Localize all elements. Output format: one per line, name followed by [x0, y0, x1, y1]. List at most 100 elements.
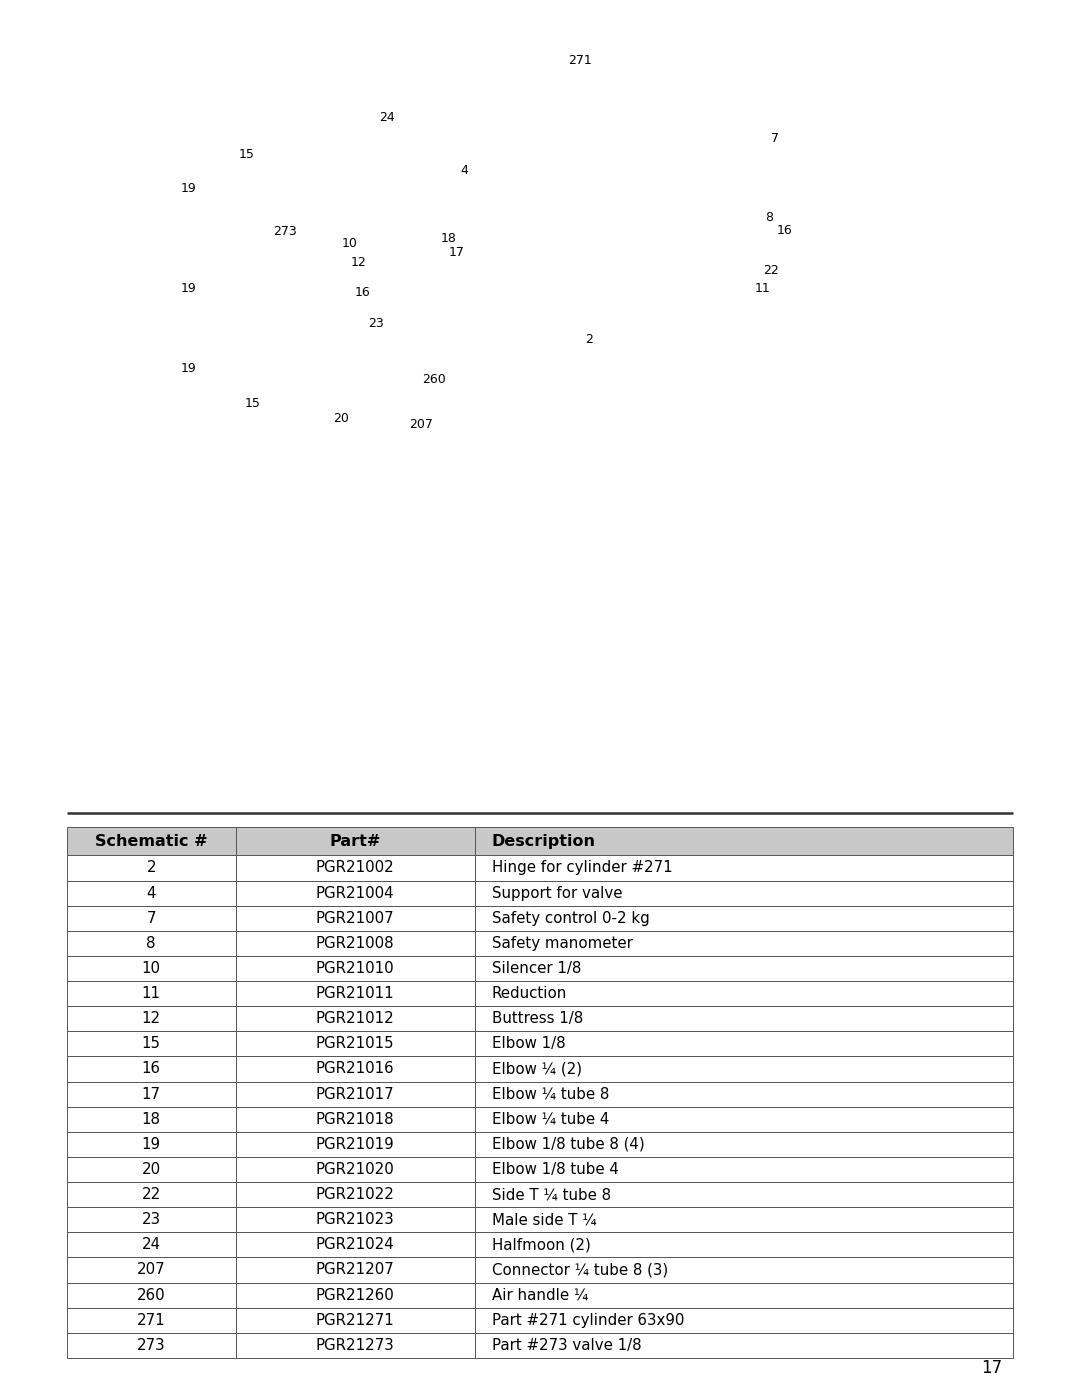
Text: 271: 271 [137, 1313, 165, 1327]
Text: 19: 19 [181, 362, 197, 374]
Text: 207: 207 [409, 418, 433, 432]
Text: 8: 8 [765, 211, 773, 224]
Bar [235, 956, 475, 981]
Bar [67, 1006, 235, 1031]
Text: Buttress 1/8: Buttress 1/8 [491, 1011, 583, 1027]
Bar [67, 981, 235, 1006]
Bar [67, 1207, 235, 1232]
Text: PGR21023: PGR21023 [315, 1213, 394, 1227]
Text: Halfmoon (2): Halfmoon (2) [491, 1238, 591, 1252]
Bar [67, 1056, 235, 1081]
Text: Side T ¼ tube 8: Side T ¼ tube 8 [491, 1187, 611, 1201]
Text: 273: 273 [137, 1338, 165, 1352]
Text: 15: 15 [239, 148, 254, 161]
Text: 10: 10 [342, 236, 357, 250]
Bar [475, 880, 1013, 905]
Text: 16: 16 [777, 224, 792, 237]
Bar [235, 1031, 475, 1056]
Bar [475, 1308, 1013, 1333]
Bar [235, 1132, 475, 1157]
Bar [67, 1308, 235, 1333]
Bar [475, 1282, 1013, 1308]
Bar [475, 1333, 1013, 1358]
Text: PGR21004: PGR21004 [315, 886, 394, 901]
Text: PGR21007: PGR21007 [315, 911, 394, 926]
Text: Elbow ¼ tube 4: Elbow ¼ tube 4 [491, 1112, 609, 1127]
Bar [67, 1182, 235, 1207]
Bar [475, 1056, 1013, 1081]
Bar [475, 1257, 1013, 1282]
Text: 22: 22 [764, 264, 779, 277]
Text: Support for valve: Support for valve [491, 886, 622, 901]
Text: Silencer 1/8: Silencer 1/8 [491, 961, 581, 977]
Text: Male side T ¼: Male side T ¼ [491, 1213, 596, 1227]
Text: 15: 15 [245, 397, 260, 411]
Bar [67, 1132, 235, 1157]
Bar [235, 930, 475, 956]
Bar [475, 930, 1013, 956]
Bar [235, 1232, 475, 1257]
Text: 12: 12 [351, 256, 366, 270]
Bar [475, 981, 1013, 1006]
Text: Connector ¼ tube 8 (3): Connector ¼ tube 8 (3) [491, 1263, 669, 1277]
Bar [235, 1207, 475, 1232]
Text: 18: 18 [441, 232, 456, 244]
Text: 12: 12 [141, 1011, 161, 1027]
Bar [235, 1157, 475, 1182]
Bar [67, 956, 235, 981]
Bar [475, 1157, 1013, 1182]
Bar [475, 1207, 1013, 1232]
Text: Part #271 cylinder 63x90: Part #271 cylinder 63x90 [491, 1313, 684, 1327]
Bar [235, 827, 475, 855]
Text: 15: 15 [141, 1037, 161, 1052]
Text: PGR21002: PGR21002 [315, 861, 394, 876]
Text: PGR21273: PGR21273 [315, 1338, 394, 1352]
Text: 271: 271 [568, 53, 592, 67]
Bar [235, 981, 475, 1006]
Bar [235, 1056, 475, 1081]
Text: Elbow 1/8: Elbow 1/8 [491, 1037, 566, 1052]
Text: Air handle ¼: Air handle ¼ [491, 1288, 589, 1302]
Text: 23: 23 [141, 1213, 161, 1227]
Text: PGR21019: PGR21019 [315, 1137, 394, 1153]
Text: Hinge for cylinder #271: Hinge for cylinder #271 [491, 861, 673, 876]
Text: PGR21271: PGR21271 [315, 1313, 394, 1327]
Text: 2: 2 [147, 861, 156, 876]
Bar [235, 905, 475, 930]
Bar [235, 1282, 475, 1308]
Text: 19: 19 [181, 282, 197, 295]
Text: Schematic #: Schematic # [95, 834, 207, 849]
Bar [475, 905, 1013, 930]
Text: 7: 7 [147, 911, 156, 926]
Text: 17: 17 [981, 1359, 1002, 1377]
Text: 207: 207 [137, 1263, 165, 1277]
Bar [475, 1132, 1013, 1157]
Text: 20: 20 [141, 1162, 161, 1176]
Text: 18: 18 [141, 1112, 161, 1127]
Bar [67, 1157, 235, 1182]
Bar [475, 1106, 1013, 1132]
Text: Elbow 1/8 tube 8 (4): Elbow 1/8 tube 8 (4) [491, 1137, 645, 1153]
Text: 22: 22 [141, 1187, 161, 1201]
Bar [67, 1232, 235, 1257]
Bar [235, 1106, 475, 1132]
Text: 4: 4 [460, 165, 469, 177]
Bar [67, 1333, 235, 1358]
Text: 10: 10 [141, 961, 161, 977]
Text: Elbow ¼ tube 8: Elbow ¼ tube 8 [491, 1087, 609, 1102]
Text: 4: 4 [147, 886, 156, 901]
Text: PGR21024: PGR21024 [315, 1238, 394, 1252]
Bar [235, 880, 475, 905]
Bar [235, 1257, 475, 1282]
Text: Safety control 0-2 kg: Safety control 0-2 kg [491, 911, 649, 926]
Text: PGR21015: PGR21015 [315, 1037, 394, 1052]
Text: Elbow 1/8 tube 4: Elbow 1/8 tube 4 [491, 1162, 619, 1176]
Bar [475, 1031, 1013, 1056]
Text: 7: 7 [771, 133, 780, 145]
Bar [475, 956, 1013, 981]
Bar [235, 855, 475, 880]
Bar [475, 855, 1013, 880]
Bar [475, 1182, 1013, 1207]
Text: PGR21012: PGR21012 [315, 1011, 394, 1027]
Text: PGR21260: PGR21260 [315, 1288, 394, 1302]
